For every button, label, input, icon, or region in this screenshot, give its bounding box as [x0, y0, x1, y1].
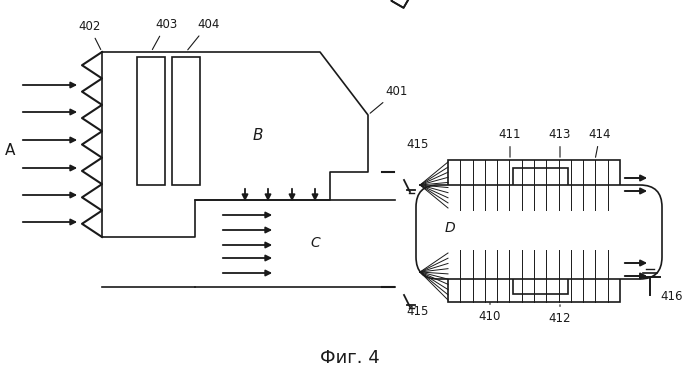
Bar	[137, 57, 165, 185]
Bar	[448, 250, 620, 302]
Text: 412: 412	[549, 305, 571, 325]
Bar	[513, 258, 568, 294]
Bar	[172, 57, 200, 185]
Text: 402: 402	[78, 20, 101, 49]
Text: 415: 415	[407, 305, 429, 318]
Bar	[448, 160, 620, 210]
Text: 403: 403	[153, 18, 177, 50]
Text: B: B	[253, 128, 263, 142]
Bar	[513, 168, 568, 202]
Text: 414: 414	[589, 128, 611, 157]
Text: 416: 416	[661, 290, 683, 303]
Text: C: C	[310, 236, 320, 250]
Text: 410: 410	[479, 303, 501, 323]
Text: 411: 411	[498, 128, 522, 157]
Text: Фиг. 4: Фиг. 4	[320, 349, 380, 367]
FancyBboxPatch shape	[416, 185, 662, 279]
Text: 404: 404	[188, 18, 219, 50]
Text: A: A	[5, 142, 15, 157]
Text: 413: 413	[549, 128, 571, 157]
Text: D: D	[444, 221, 455, 235]
Text: 401: 401	[370, 85, 407, 113]
Text: 415: 415	[407, 138, 429, 151]
